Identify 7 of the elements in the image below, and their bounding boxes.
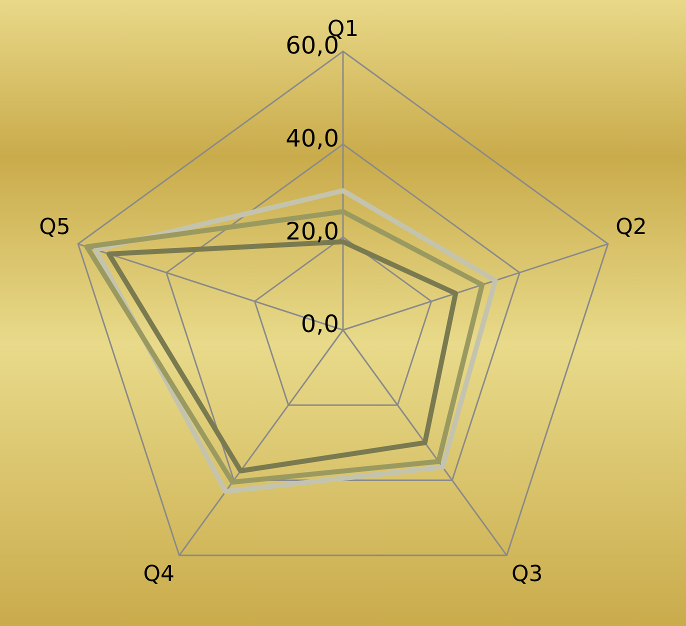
spoke-label: Q4 <box>143 562 175 587</box>
spoke-label: Q2 <box>616 214 647 240</box>
y-tick-label: 40,0 <box>286 124 339 152</box>
spoke-label: Q3 <box>511 562 543 587</box>
spoke-label: Q5 <box>39 214 70 240</box>
y-tick-label: 0,0 <box>300 310 339 338</box>
y-tick-label: 20,0 <box>286 217 339 246</box>
